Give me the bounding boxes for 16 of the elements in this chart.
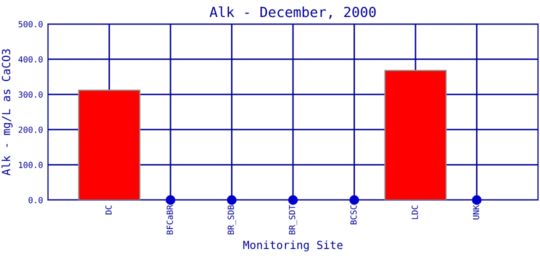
x-tick-label: LDC	[412, 206, 418, 220]
chart-title: Alk - December, 2000	[210, 6, 376, 19]
x-axis-title: Monitoring Site	[243, 240, 343, 252]
y-tick-label: 100.0	[19, 162, 43, 168]
x-tick-label: UNK	[472, 204, 480, 220]
y-tick-label: 0.0	[28, 197, 43, 204]
y-axis-title: Alk - mg/L as CaCO3	[2, 49, 12, 176]
y-tick-label: 500.0	[18, 21, 43, 28]
x-tick-label: BR_SDB	[228, 205, 236, 234]
x-tick-label: BCSC	[350, 206, 357, 224]
x-tick-label: BFCaBR	[166, 204, 173, 234]
y-tick-label: 200.0	[18, 126, 43, 133]
y-tick-label: 300.0	[18, 91, 43, 98]
y-tick-label: 400.0	[18, 56, 43, 63]
x-tick-label: DC	[105, 206, 112, 214]
x-tick-label: BR_SDT	[288, 205, 298, 234]
